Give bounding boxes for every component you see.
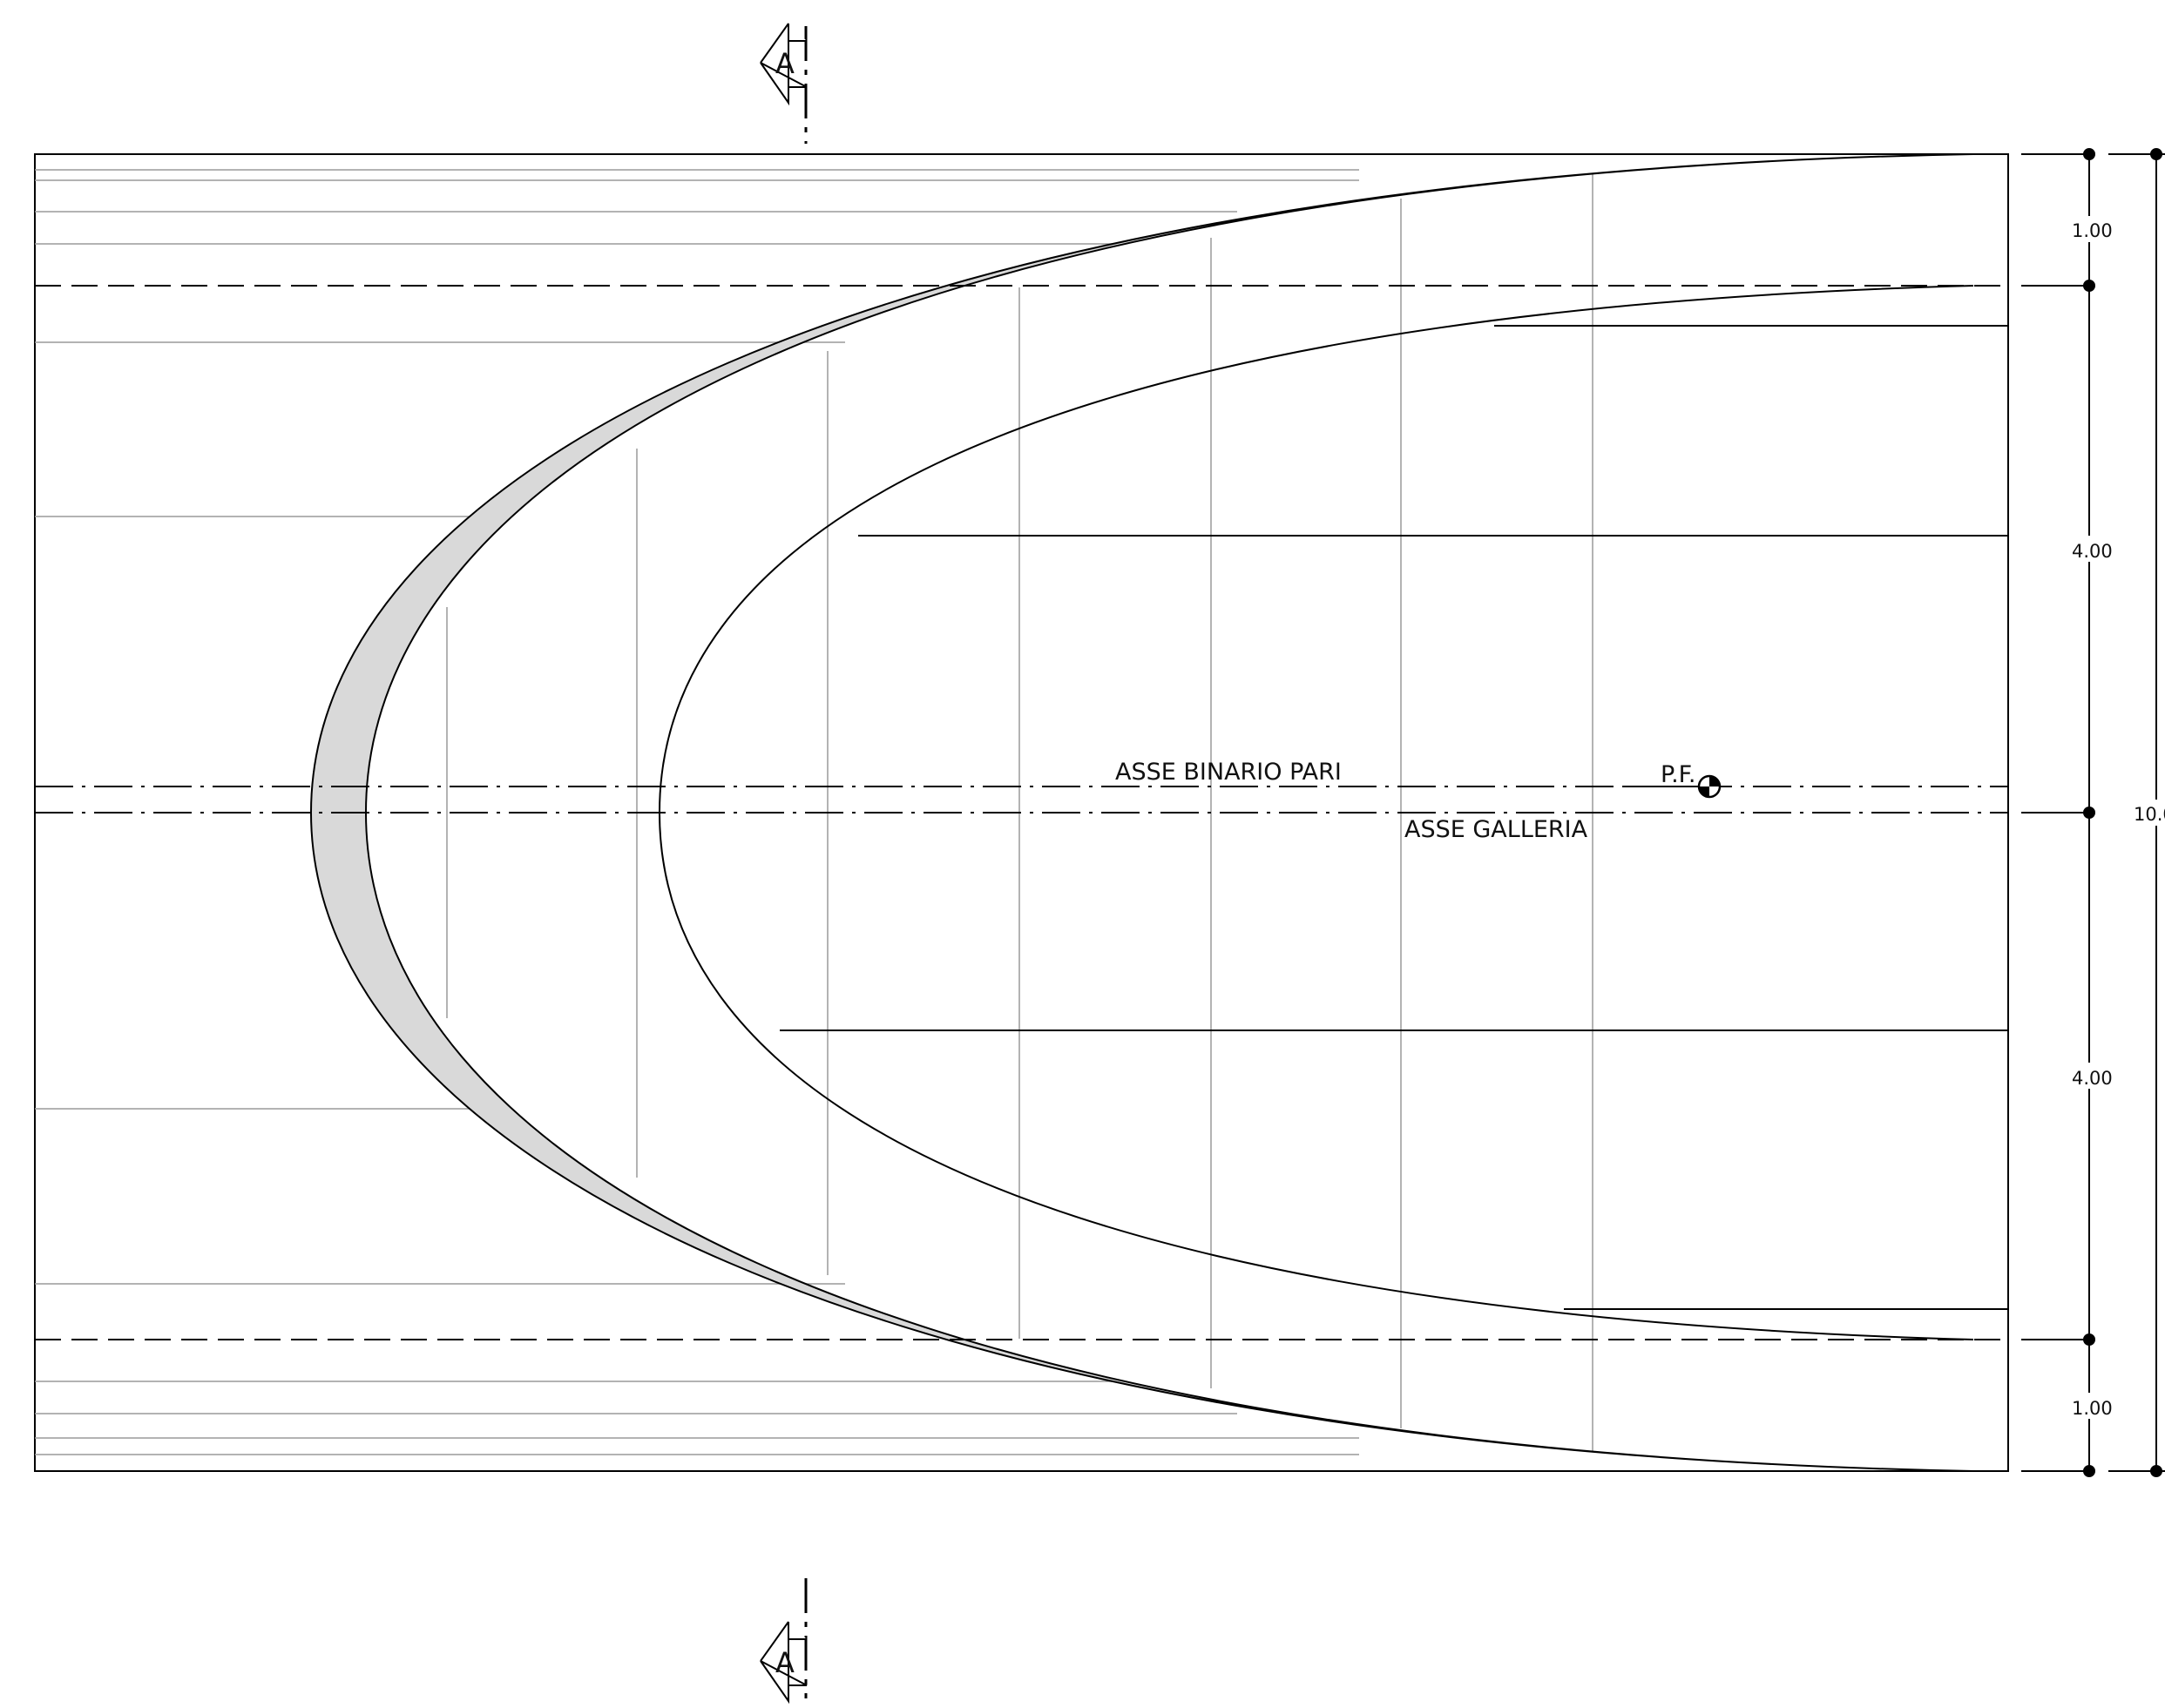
dimension-segment-2: 4.00 bbox=[2072, 541, 2113, 562]
dimension-overall: 10.0 bbox=[2134, 804, 2165, 825]
track-axis-label: ASSE BINARIO PARI bbox=[1115, 759, 1342, 786]
tunnel-axis-label: ASSE GALLERIA bbox=[1404, 816, 1588, 843]
horizontal-grid-lines bbox=[35, 169, 1359, 1455]
dimension-segment-1: 1.00 bbox=[2072, 220, 2113, 241]
reference-point-marker bbox=[1626, 774, 1722, 799]
dimension-segment-4: 1.00 bbox=[2072, 1398, 2113, 1419]
axis-lines bbox=[35, 786, 2008, 813]
section-marker-bottom bbox=[760, 1578, 808, 1705]
section-marker-top bbox=[760, 23, 808, 144]
shaded-lining-band bbox=[309, 153, 1974, 1472]
inner-horizontal-lines bbox=[780, 325, 2008, 1310]
section-marker-bottom-label: A bbox=[775, 1646, 795, 1679]
dimension-segment-3: 4.00 bbox=[2072, 1068, 2113, 1089]
section-marker-top-label: A bbox=[775, 47, 795, 80]
reference-point-label: P.F. bbox=[1661, 761, 1695, 788]
